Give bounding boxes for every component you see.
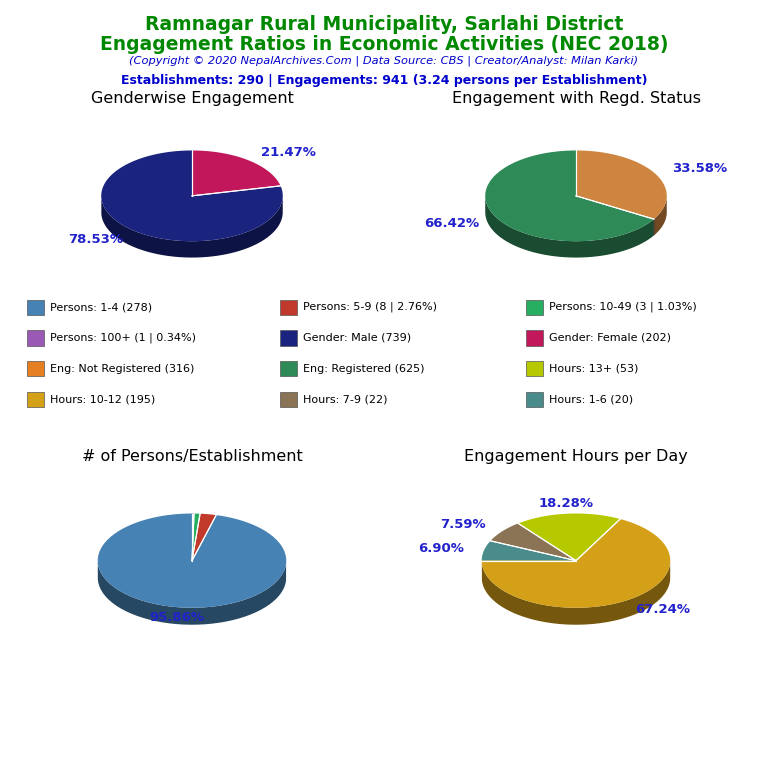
Text: 78.53%: 78.53% xyxy=(68,233,123,246)
Polygon shape xyxy=(485,197,654,257)
Text: 6.90%: 6.90% xyxy=(418,541,464,554)
Polygon shape xyxy=(518,514,621,561)
Text: 67.24%: 67.24% xyxy=(635,604,690,617)
Text: Eng: Not Registered (316): Eng: Not Registered (316) xyxy=(50,363,194,374)
Polygon shape xyxy=(482,562,670,624)
Text: Hours: 10-12 (195): Hours: 10-12 (195) xyxy=(50,394,155,405)
Polygon shape xyxy=(192,151,280,196)
Text: 18.28%: 18.28% xyxy=(538,497,594,510)
Text: # of Persons/Establishment: # of Persons/Establishment xyxy=(81,449,303,465)
Text: 66.42%: 66.42% xyxy=(425,217,480,230)
Text: Hours: 13+ (53): Hours: 13+ (53) xyxy=(549,363,638,374)
Text: 7.59%: 7.59% xyxy=(440,518,486,531)
Polygon shape xyxy=(192,514,216,561)
Polygon shape xyxy=(98,514,286,607)
Text: Eng: Registered (625): Eng: Registered (625) xyxy=(303,363,425,374)
Text: 21.47%: 21.47% xyxy=(261,146,316,159)
Text: 95.86%: 95.86% xyxy=(150,611,204,624)
Text: (Copyright © 2020 NepalArchives.Com | Data Source: CBS | Creator/Analyst: Milan : (Copyright © 2020 NepalArchives.Com | Da… xyxy=(130,55,638,66)
Text: 33.58%: 33.58% xyxy=(672,162,727,175)
Text: Gender: Male (739): Gender: Male (739) xyxy=(303,333,412,343)
Text: Persons: 100+ (1 | 0.34%): Persons: 100+ (1 | 0.34%) xyxy=(50,333,196,343)
Text: Engagement with Regd. Status: Engagement with Regd. Status xyxy=(452,91,700,106)
Polygon shape xyxy=(482,541,576,561)
Text: Gender: Female (202): Gender: Female (202) xyxy=(549,333,671,343)
Polygon shape xyxy=(654,196,667,236)
Text: Engagement Ratios in Economic Activities (NEC 2018): Engagement Ratios in Economic Activities… xyxy=(100,35,668,54)
Polygon shape xyxy=(98,562,286,624)
Polygon shape xyxy=(101,197,283,257)
Polygon shape xyxy=(576,151,667,219)
Text: Establishments: 290 | Engagements: 941 (3.24 persons per Establishment): Establishments: 290 | Engagements: 941 (… xyxy=(121,74,647,87)
Text: Ramnagar Rural Municipality, Sarlahi District: Ramnagar Rural Municipality, Sarlahi Dis… xyxy=(145,15,623,35)
Text: Persons: 10-49 (3 | 1.03%): Persons: 10-49 (3 | 1.03%) xyxy=(549,302,697,313)
Text: Hours: 1-6 (20): Hours: 1-6 (20) xyxy=(549,394,634,405)
Polygon shape xyxy=(192,514,200,561)
Polygon shape xyxy=(101,151,283,241)
Polygon shape xyxy=(192,514,194,561)
Text: Hours: 7-9 (22): Hours: 7-9 (22) xyxy=(303,394,388,405)
Polygon shape xyxy=(482,519,670,607)
Text: Persons: 5-9 (8 | 2.76%): Persons: 5-9 (8 | 2.76%) xyxy=(303,302,437,313)
Text: Genderwise Engagement: Genderwise Engagement xyxy=(91,91,293,106)
Text: Engagement Hours per Day: Engagement Hours per Day xyxy=(464,449,688,465)
Text: Persons: 1-4 (278): Persons: 1-4 (278) xyxy=(50,302,152,313)
Polygon shape xyxy=(485,151,654,241)
Polygon shape xyxy=(491,524,576,561)
